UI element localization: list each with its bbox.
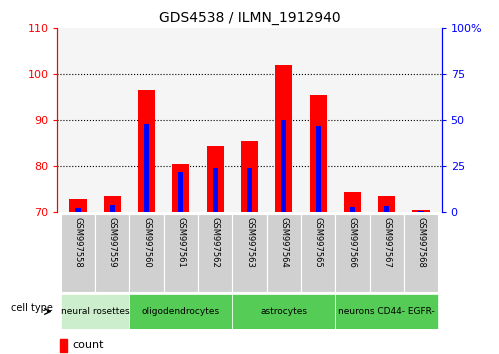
FancyBboxPatch shape [233, 294, 335, 329]
Text: count: count [72, 340, 104, 350]
Text: GSM997563: GSM997563 [245, 217, 254, 267]
FancyBboxPatch shape [61, 294, 129, 329]
Text: GSM997559: GSM997559 [108, 217, 117, 267]
Bar [350, 207, 355, 212]
Text: cell type: cell type [10, 303, 52, 313]
Bar [60, 339, 67, 352]
FancyBboxPatch shape [95, 214, 129, 292]
Bar [384, 206, 389, 212]
FancyBboxPatch shape [335, 214, 370, 292]
Bar [241, 141, 258, 212]
FancyBboxPatch shape [164, 214, 198, 292]
FancyBboxPatch shape [198, 214, 233, 292]
Bar [104, 196, 121, 212]
Text: astrocytes: astrocytes [260, 307, 307, 316]
Text: GSM997560: GSM997560 [142, 217, 151, 267]
Text: GSM997564: GSM997564 [279, 217, 288, 267]
Text: GSM997565: GSM997565 [313, 217, 323, 267]
Bar [413, 210, 430, 212]
Bar [378, 196, 395, 212]
Bar [213, 168, 218, 212]
Bar [138, 90, 155, 212]
Text: GSM997568: GSM997568 [417, 217, 426, 267]
Text: GSM997561: GSM997561 [176, 217, 186, 267]
FancyBboxPatch shape [370, 214, 404, 292]
Text: neural rosettes: neural rosettes [61, 307, 129, 316]
Text: oligodendrocytes: oligodendrocytes [142, 307, 220, 316]
Bar [178, 172, 184, 212]
Bar [69, 199, 86, 212]
Bar [247, 168, 252, 212]
Bar [172, 164, 190, 212]
Bar [110, 205, 115, 212]
Bar [344, 192, 361, 212]
Bar [75, 208, 80, 212]
Title: GDS4538 / ILMN_1912940: GDS4538 / ILMN_1912940 [159, 11, 340, 24]
Text: GSM997558: GSM997558 [73, 217, 82, 267]
FancyBboxPatch shape [404, 214, 438, 292]
FancyBboxPatch shape [335, 294, 438, 329]
FancyBboxPatch shape [61, 214, 95, 292]
Bar [207, 145, 224, 212]
FancyBboxPatch shape [301, 214, 335, 292]
Text: GSM997567: GSM997567 [382, 217, 391, 267]
Bar [275, 65, 292, 212]
Bar [315, 126, 321, 212]
Bar [309, 95, 327, 212]
FancyBboxPatch shape [129, 294, 233, 329]
FancyBboxPatch shape [233, 214, 266, 292]
Bar [281, 120, 286, 212]
Bar [419, 211, 424, 212]
Text: GSM997566: GSM997566 [348, 217, 357, 267]
FancyBboxPatch shape [266, 214, 301, 292]
Text: GSM997562: GSM997562 [211, 217, 220, 267]
FancyBboxPatch shape [129, 214, 164, 292]
Bar [144, 124, 149, 212]
Text: neurons CD44- EGFR-: neurons CD44- EGFR- [338, 307, 435, 316]
